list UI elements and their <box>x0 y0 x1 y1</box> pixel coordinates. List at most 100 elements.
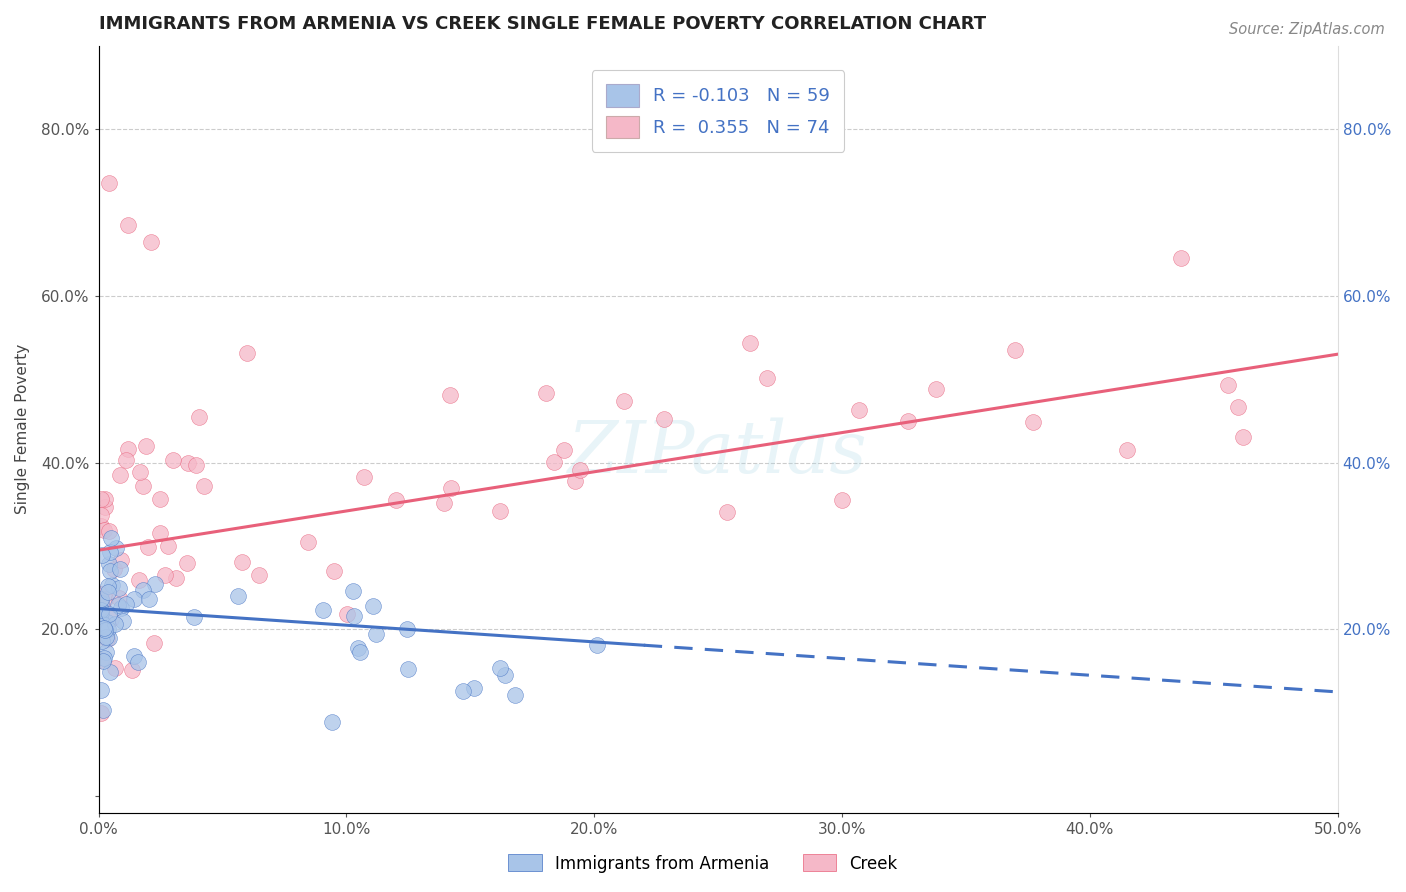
Point <box>110 468 132 483</box>
Point <box>139 235 162 249</box>
Point <box>104 541 127 555</box>
Point <box>127 655 149 669</box>
Point <box>1226 400 1249 414</box>
Point <box>1004 343 1026 358</box>
Text: IMMIGRANTS FROM ARMENIA VS CREEK SINGLE FEMALE POVERTY CORRELATION CHART: IMMIGRANTS FROM ARMENIA VS CREEK SINGLE … <box>98 15 986 33</box>
Point <box>1232 430 1254 444</box>
Point <box>96 632 118 647</box>
Point <box>165 571 187 585</box>
Point <box>97 632 120 646</box>
Point <box>716 505 738 519</box>
Point <box>101 577 124 591</box>
Point <box>153 567 176 582</box>
Point <box>831 493 853 508</box>
Point <box>117 442 139 456</box>
Point <box>138 592 160 607</box>
Point <box>124 648 146 663</box>
Point <box>90 606 112 620</box>
Point <box>494 667 516 681</box>
Point <box>90 492 112 507</box>
Point <box>90 706 112 720</box>
Point <box>132 582 155 597</box>
Point <box>439 387 461 401</box>
Point <box>396 662 419 676</box>
Point <box>97 622 120 636</box>
Point <box>1170 252 1192 266</box>
Point <box>117 218 139 232</box>
Point <box>91 703 114 717</box>
Point <box>349 645 371 659</box>
Point <box>343 609 366 624</box>
Point <box>132 479 155 493</box>
Point <box>652 412 675 426</box>
Point <box>613 393 636 408</box>
Legend: R = -0.103   N = 59, R =  0.355   N = 74: R = -0.103 N = 59, R = 0.355 N = 74 <box>592 70 845 152</box>
Point <box>97 524 120 538</box>
Point <box>1115 443 1137 458</box>
Point <box>149 491 172 506</box>
Point <box>90 595 112 609</box>
Point <box>142 636 165 650</box>
Point <box>104 617 127 632</box>
Point <box>756 371 779 385</box>
Point <box>108 581 131 595</box>
Point <box>98 557 121 571</box>
Point <box>187 409 209 424</box>
Point <box>121 663 143 677</box>
Point <box>96 615 118 630</box>
Point <box>488 661 510 675</box>
Point <box>564 474 586 488</box>
Point <box>162 452 184 467</box>
Point <box>145 577 167 591</box>
Point <box>91 548 114 562</box>
Point <box>94 630 117 644</box>
Point <box>94 500 117 515</box>
Point <box>108 591 131 606</box>
Point <box>100 531 122 545</box>
Legend: Immigrants from Armenia, Creek: Immigrants from Armenia, Creek <box>502 847 904 880</box>
Point <box>138 540 160 554</box>
Point <box>897 414 920 428</box>
Point <box>104 661 127 675</box>
Point <box>90 519 112 533</box>
Point <box>98 564 121 578</box>
Point <box>94 645 117 659</box>
Point <box>505 688 527 702</box>
Point <box>93 650 115 665</box>
Point <box>103 562 125 576</box>
Point <box>94 491 117 506</box>
Point <box>90 508 112 522</box>
Point <box>353 470 375 484</box>
Point <box>110 562 132 576</box>
Point <box>135 439 157 453</box>
Point <box>110 601 132 615</box>
Point <box>97 607 120 621</box>
Y-axis label: Single Female Poverty: Single Female Poverty <box>15 344 30 515</box>
Point <box>93 523 115 537</box>
Point <box>553 442 575 457</box>
Point <box>321 714 343 729</box>
Point <box>336 607 359 621</box>
Point <box>586 638 609 652</box>
Point <box>114 597 136 611</box>
Point <box>342 583 364 598</box>
Point <box>361 599 384 614</box>
Point <box>740 335 762 350</box>
Point <box>100 545 122 559</box>
Point <box>97 176 120 190</box>
Point <box>176 556 198 570</box>
Point <box>107 598 129 612</box>
Point <box>346 640 368 655</box>
Point <box>177 456 200 470</box>
Point <box>90 652 112 666</box>
Point <box>93 654 115 668</box>
Point <box>90 592 112 607</box>
Point <box>111 614 134 628</box>
Text: Source: ZipAtlas.com: Source: ZipAtlas.com <box>1229 22 1385 37</box>
Point <box>94 623 117 637</box>
Point <box>100 612 122 626</box>
Point <box>226 590 249 604</box>
Point <box>149 526 172 541</box>
Point <box>110 553 132 567</box>
Point <box>1022 415 1045 429</box>
